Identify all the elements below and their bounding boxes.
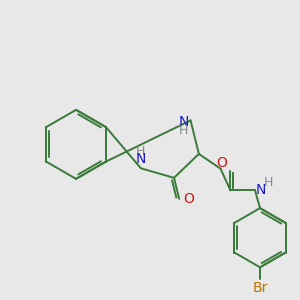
Text: Br: Br (252, 281, 268, 295)
Text: N: N (178, 116, 189, 129)
Text: N: N (256, 183, 266, 197)
Text: H: H (136, 146, 146, 158)
Text: H: H (264, 176, 273, 189)
Text: O: O (183, 192, 194, 206)
Text: N: N (136, 152, 146, 166)
Text: H: H (179, 124, 189, 137)
Text: O: O (217, 156, 227, 170)
